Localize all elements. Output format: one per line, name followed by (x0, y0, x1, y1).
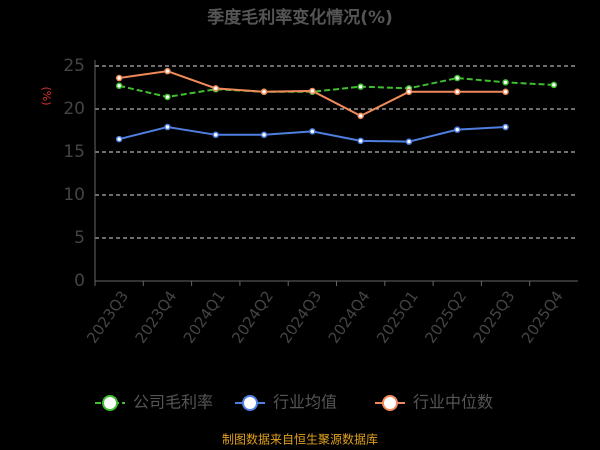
point (212, 85, 219, 92)
point (260, 88, 268, 96)
y-tick-label: 20 (63, 99, 85, 119)
x-tick-label: 2024Q1 (180, 288, 229, 347)
y-tick-label: 25 (63, 56, 85, 76)
legend-label: 行业中位数 (413, 393, 493, 412)
point (405, 88, 413, 96)
y-tick-label: 0 (74, 271, 85, 291)
y-tick-label: 10 (63, 185, 85, 205)
legend-marker (102, 395, 118, 411)
x-tick-label: 2025Q2 (421, 288, 470, 347)
x-tick-label: 2024Q3 (276, 288, 325, 347)
chart-title: 季度毛利率变化情况(%) (207, 7, 393, 28)
point (212, 131, 219, 139)
point (164, 67, 171, 75)
point (115, 74, 123, 82)
point (260, 131, 268, 139)
point (309, 128, 316, 135)
y-tick-label: 15 (63, 142, 85, 162)
x-tick-label: 2025Q1 (373, 288, 422, 347)
point (357, 112, 364, 120)
x-tick-label: 2024Q2 (228, 288, 277, 347)
point (454, 74, 461, 82)
series-line (118, 77, 554, 98)
point (454, 88, 461, 96)
legend-marker (382, 395, 398, 411)
point (164, 93, 171, 101)
x-tick-label: 2023Q4 (132, 288, 181, 347)
point (357, 137, 364, 145)
point (405, 138, 413, 145)
point (502, 123, 509, 131)
point (502, 79, 509, 86)
y-tick-label: 5 (74, 228, 85, 248)
point (454, 126, 461, 133)
point (164, 123, 171, 131)
legend-label: 公司毛利率 (133, 393, 213, 412)
x-tick-label: 2024Q4 (325, 288, 374, 347)
x-tick-label: 2025Q3 (470, 288, 519, 347)
legend-label: 行业均值 (273, 393, 337, 412)
x-tick-label: 2023Q3 (83, 288, 132, 347)
y-axis-label: (%) (40, 86, 53, 105)
point (115, 82, 123, 90)
legend-marker (242, 395, 258, 411)
point (115, 135, 123, 143)
point (309, 87, 316, 95)
point (502, 88, 509, 96)
x-tick-label: 2025Q4 (518, 288, 567, 347)
point (357, 83, 364, 90)
source-note: 制图数据来自恒生聚源数据库 (222, 432, 378, 447)
point (550, 81, 558, 89)
